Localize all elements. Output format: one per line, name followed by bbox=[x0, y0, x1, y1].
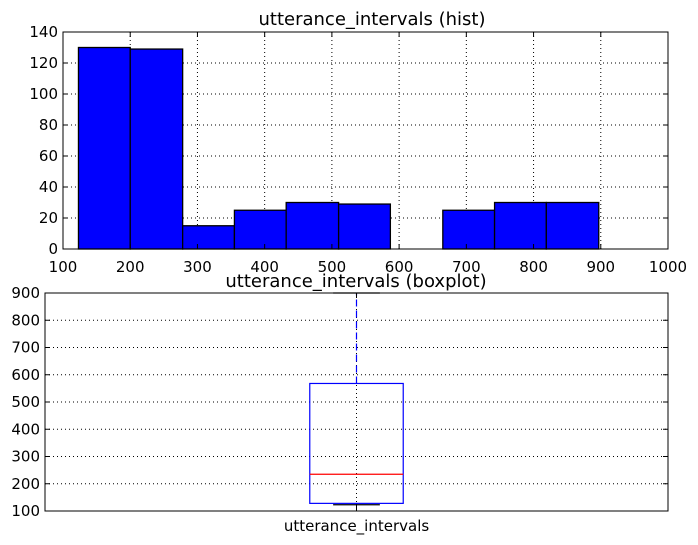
histogram-y-tick-label: 80 bbox=[39, 116, 58, 134]
boxplot-y-tick-label: 400 bbox=[11, 420, 40, 438]
histogram-x-tick-label: 600 bbox=[385, 258, 414, 276]
histogram-y-tick-label: 20 bbox=[39, 209, 58, 227]
histogram-y-tick-label: 120 bbox=[29, 54, 58, 72]
histogram-y-tick-label: 100 bbox=[29, 85, 58, 103]
histogram-y-tick-label: 40 bbox=[39, 178, 58, 196]
boxplot-y-tick-label: 600 bbox=[11, 366, 40, 384]
boxplot-grid bbox=[45, 293, 668, 511]
histogram-y-tick-label: 140 bbox=[29, 23, 58, 41]
histogram-title: utterance_intervals (hist) bbox=[258, 9, 485, 30]
boxplot-ticks: 100 200 300 400 500 600 700 800 900 utterance_int… bbox=[11, 284, 668, 536]
histogram-bars bbox=[77, 46, 600, 250]
histogram-x-tick-label: 500 bbox=[318, 258, 347, 276]
histogram-x-tick-label: 100 bbox=[49, 258, 78, 276]
boxplot-y-tick-label: 200 bbox=[11, 475, 40, 493]
histogram-x-tick-label: 900 bbox=[586, 258, 615, 276]
histogram-bar bbox=[77, 46, 131, 250]
boxplot-marks bbox=[309, 292, 404, 506]
boxplot-y-tick-label: 100 bbox=[11, 502, 40, 520]
histogram-ticks: 100 200 300 400 500 600 700 800 900 1000 0 20 40 60 80… bbox=[29, 23, 687, 276]
histogram-y-tick-label: 0 bbox=[48, 240, 58, 258]
histogram-x-tick-label: 400 bbox=[250, 258, 279, 276]
histogram-bar bbox=[285, 201, 340, 250]
histogram-bar bbox=[182, 225, 236, 250]
histogram-x-tick-label: 1000 bbox=[649, 258, 687, 276]
histogram-panel: utterance_intervals (hist) 100 200 300 400 5… bbox=[29, 9, 687, 276]
histogram-bar bbox=[129, 48, 184, 250]
histogram-y-tick-label: 60 bbox=[39, 147, 58, 165]
histogram-x-tick-label: 700 bbox=[452, 258, 481, 276]
boxplot-y-tick-label: 900 bbox=[11, 284, 40, 302]
boxplot-y-tick-label: 500 bbox=[11, 393, 40, 411]
histogram-plot-frame bbox=[62, 31, 669, 250]
histogram-bar bbox=[493, 201, 547, 250]
histogram-x-tick-label: 800 bbox=[519, 258, 548, 276]
histogram-bar bbox=[442, 209, 496, 250]
histogram-bar bbox=[545, 201, 600, 250]
boxplot-title: utterance_intervals (boxplot) bbox=[225, 271, 486, 292]
histogram-x-tick-label: 300 bbox=[183, 258, 212, 276]
histogram-bar bbox=[337, 203, 392, 250]
boxplot-category-label: utterance_intervals bbox=[284, 517, 430, 536]
histogram-bar bbox=[233, 209, 287, 250]
boxplot-y-tick-label: 700 bbox=[11, 339, 40, 357]
boxplot-panel: 100 200 300 400 500 600 700 800 900 utterance_int… bbox=[11, 271, 669, 536]
boxplot-y-tick-label: 800 bbox=[11, 311, 40, 329]
boxplot-box bbox=[309, 382, 404, 504]
boxplot-y-tick-label: 300 bbox=[11, 448, 40, 466]
histogram-x-tick-label: 200 bbox=[116, 258, 145, 276]
